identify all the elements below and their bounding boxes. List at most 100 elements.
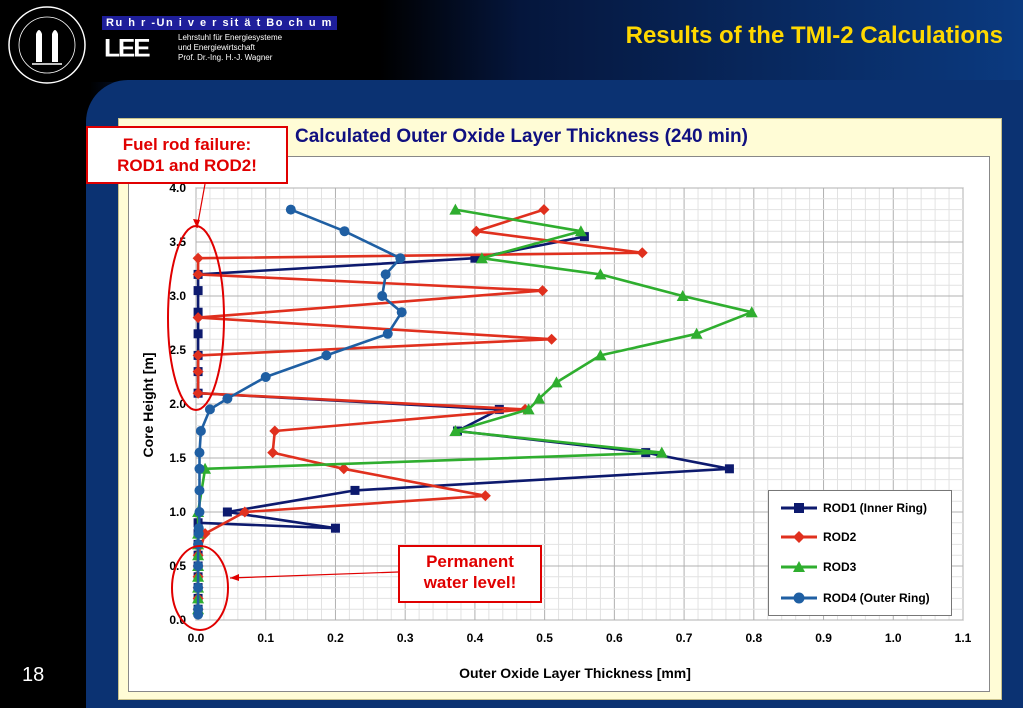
y-tick-label: 1.5 bbox=[169, 451, 186, 465]
x-tick-label: 0.9 bbox=[815, 631, 832, 645]
data-point bbox=[470, 225, 482, 237]
callout-line-2: water level! bbox=[423, 573, 517, 592]
data-point bbox=[267, 447, 279, 459]
data-point bbox=[574, 225, 587, 237]
y-axis-label: Core Height [m] bbox=[140, 353, 156, 458]
data-point bbox=[449, 425, 462, 436]
data-point bbox=[193, 329, 203, 339]
water-level-callout: Permanent water level! bbox=[398, 545, 542, 603]
data-point bbox=[636, 247, 648, 259]
legend-marker-circle bbox=[781, 592, 817, 604]
x-tick-label: 0.7 bbox=[676, 631, 693, 645]
data-point bbox=[192, 366, 204, 378]
x-tick-label: 0.6 bbox=[606, 631, 623, 645]
water-arrow bbox=[229, 571, 399, 579]
data-point bbox=[449, 203, 462, 215]
data-point bbox=[655, 446, 668, 458]
data-point bbox=[285, 204, 296, 215]
y-tick-label: 2.0 bbox=[169, 397, 186, 411]
data-point bbox=[522, 403, 535, 415]
legend-marker-square bbox=[781, 503, 817, 513]
slide-title: Results of the TMI-2 Calculations bbox=[625, 22, 1003, 49]
x-tick-label: 1.0 bbox=[885, 631, 902, 645]
water-arrow-head bbox=[230, 574, 239, 581]
data-point bbox=[192, 387, 204, 399]
data-point bbox=[222, 507, 232, 517]
chair-line-3: Prof. Dr.-Ing. H.-J. Wagner bbox=[178, 53, 273, 62]
data-point bbox=[192, 268, 204, 280]
x-tick-label: 0.4 bbox=[467, 631, 484, 645]
data-point bbox=[377, 291, 388, 301]
water-level-ellipse bbox=[171, 545, 229, 631]
data-point bbox=[724, 464, 734, 474]
data-point bbox=[579, 232, 589, 242]
data-point bbox=[269, 425, 281, 437]
data-point bbox=[546, 333, 558, 345]
slide-number: 18 bbox=[22, 664, 45, 686]
data-point bbox=[239, 506, 251, 518]
data-point bbox=[195, 426, 206, 436]
axis-layer: 0.0 0.1 0.2 0.3 0.4 0.5 0.6 0.7 0.8 0.9 1.0 1.1 0.0 0… bbox=[169, 181, 971, 645]
data-point bbox=[538, 204, 550, 216]
data-point bbox=[479, 490, 491, 502]
data-point bbox=[380, 269, 391, 280]
data-point bbox=[193, 561, 204, 571]
chair-info: Lehrstuhl für Energiesysteme und Energie… bbox=[178, 33, 282, 63]
data-point bbox=[222, 393, 233, 404]
y-tick-label: 2.5 bbox=[169, 343, 186, 357]
data-point bbox=[350, 485, 360, 495]
data-point bbox=[260, 372, 271, 382]
data-point bbox=[339, 226, 350, 237]
data-point bbox=[396, 307, 407, 318]
data-point bbox=[194, 463, 205, 474]
data-point bbox=[745, 306, 758, 318]
y-tick-label: 0.0 bbox=[169, 613, 186, 627]
data-point bbox=[690, 327, 703, 339]
chart-title: Calculated Outer Oxide Layer Thickness (… bbox=[295, 126, 748, 147]
y-tick-label: 0.5 bbox=[169, 559, 186, 573]
header-bar: Ru h r -Un i v e r sit ä t Bo ch u m LEE… bbox=[0, 0, 1023, 84]
callout-line-2: ROD1 and ROD2! bbox=[117, 156, 257, 175]
data-point bbox=[533, 392, 546, 404]
data-point bbox=[470, 253, 480, 263]
data-point bbox=[192, 312, 204, 324]
data-point bbox=[193, 604, 204, 615]
legend-label: ROD1 (Inner Ring) bbox=[823, 501, 927, 515]
university-name: Ru h r -Un i v e r sit ä t Bo ch u m bbox=[102, 16, 337, 30]
data-point bbox=[194, 447, 205, 458]
data-point bbox=[676, 290, 689, 301]
series-4 bbox=[193, 204, 407, 620]
x-tick-label: 0.0 bbox=[188, 631, 205, 645]
y-tick-label: 4.0 bbox=[169, 181, 186, 195]
data-point bbox=[475, 252, 488, 264]
x-tick-label: 1.1 bbox=[955, 631, 972, 645]
legend-label: ROD2 bbox=[823, 530, 857, 544]
data-point bbox=[192, 349, 204, 361]
data-point bbox=[193, 539, 204, 550]
x-tick-label: 0.1 bbox=[257, 631, 274, 645]
callout-line-1: Fuel rod failure: bbox=[122, 135, 252, 154]
series-layer bbox=[192, 203, 758, 620]
failure-zone-ellipse bbox=[167, 225, 225, 411]
data-point bbox=[338, 463, 350, 475]
legend-marker-diamond bbox=[781, 531, 817, 543]
data-point bbox=[204, 404, 215, 415]
data-point bbox=[330, 523, 340, 533]
callout-line-1: Permanent bbox=[426, 552, 514, 571]
fuel-failure-callout: Fuel rod failure: ROD1 and ROD2! bbox=[86, 126, 288, 184]
x-tick-label: 0.2 bbox=[327, 631, 344, 645]
y-tick-label: 3.0 bbox=[169, 289, 186, 303]
data-point bbox=[193, 286, 203, 296]
data-point bbox=[192, 252, 204, 264]
x-tick-label: 0.3 bbox=[397, 631, 414, 645]
university-seal-icon bbox=[8, 6, 86, 84]
legend-label: ROD4 (Outer Ring) bbox=[823, 591, 930, 605]
chair-line-2: und Energiewirtschaft bbox=[178, 43, 255, 52]
failure-arrow-head bbox=[193, 219, 200, 228]
data-point bbox=[594, 268, 607, 280]
data-point bbox=[321, 350, 332, 361]
chair-line-1: Lehrstuhl für Energiesysteme bbox=[178, 33, 283, 42]
data-point bbox=[194, 507, 205, 517]
data-point bbox=[395, 253, 406, 264]
